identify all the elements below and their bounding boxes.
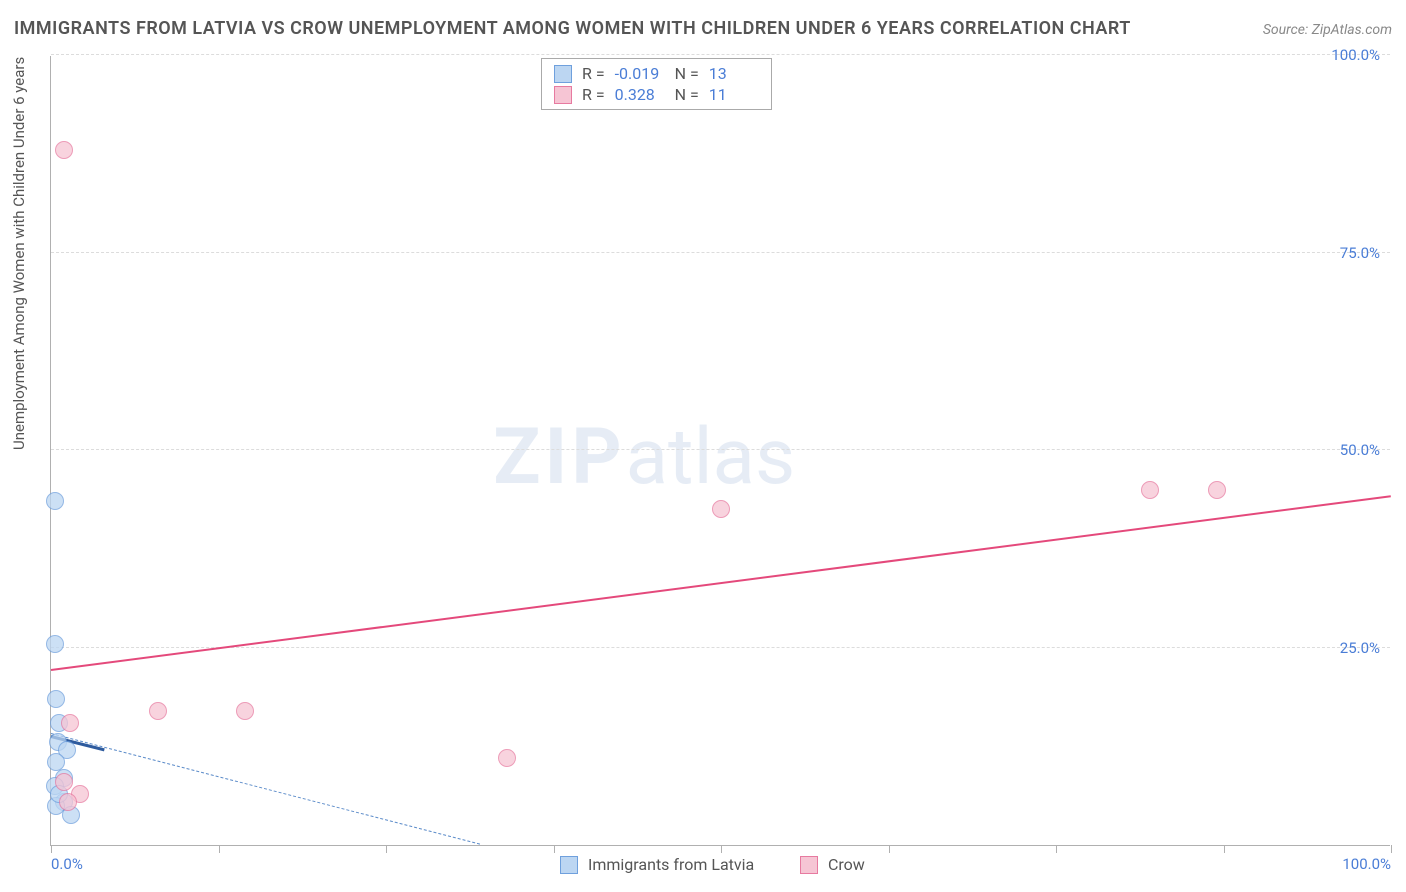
n-label: N = bbox=[675, 85, 699, 104]
data-point bbox=[55, 773, 73, 791]
y-tick-label: 50.0% bbox=[1340, 441, 1380, 459]
gridline bbox=[51, 647, 1390, 648]
n-value: 11 bbox=[709, 85, 759, 104]
legend-row: R = 0.328 N = 11 bbox=[554, 84, 759, 105]
x-tick bbox=[51, 845, 52, 853]
x-tick bbox=[554, 845, 555, 853]
x-tick-label: 0.0% bbox=[51, 855, 83, 873]
trend-line bbox=[51, 733, 480, 845]
x-tick bbox=[219, 845, 220, 853]
legend-label: Immigrants from Latvia bbox=[588, 855, 754, 874]
x-tick-label: 100.0% bbox=[1342, 855, 1391, 873]
trend-line bbox=[51, 495, 1391, 671]
plot-area: ZIPatlas R = -0.019 N = 13 R = 0.328 N = 11… bbox=[50, 56, 1390, 846]
y-axis-label: Unemployment Among Women with Children U… bbox=[10, 57, 28, 450]
data-point bbox=[46, 635, 64, 653]
r-value: 0.328 bbox=[615, 85, 665, 104]
x-tick bbox=[1391, 845, 1392, 853]
watermark: ZIPatlas bbox=[493, 412, 795, 503]
x-tick bbox=[386, 845, 387, 853]
gridline bbox=[51, 54, 1390, 55]
legend-correlation: R = -0.019 N = 13 R = 0.328 N = 11 bbox=[541, 58, 772, 110]
data-point bbox=[1141, 481, 1159, 499]
data-point bbox=[498, 749, 516, 767]
x-tick bbox=[1056, 845, 1057, 853]
data-point bbox=[236, 702, 254, 720]
watermark-atlas: atlas bbox=[626, 412, 796, 503]
data-point bbox=[149, 702, 167, 720]
gridline bbox=[51, 252, 1390, 253]
legend-swatch bbox=[560, 856, 578, 874]
chart-title: IMMIGRANTS FROM LATVIA VS CROW UNEMPLOYM… bbox=[14, 18, 1131, 39]
y-tick-label: 25.0% bbox=[1340, 639, 1380, 657]
gridline bbox=[51, 449, 1390, 450]
data-point bbox=[46, 492, 64, 510]
data-point bbox=[1208, 481, 1226, 499]
y-tick-label: 75.0% bbox=[1340, 244, 1380, 262]
x-tick bbox=[1224, 845, 1225, 853]
n-value: 13 bbox=[709, 64, 759, 83]
x-tick bbox=[721, 845, 722, 853]
legend-label: Crow bbox=[828, 855, 865, 874]
legend-row: R = -0.019 N = 13 bbox=[554, 63, 759, 84]
r-label: R = bbox=[582, 85, 605, 104]
data-point bbox=[47, 690, 65, 708]
legend-item: Immigrants from Latvia bbox=[560, 855, 754, 874]
legend-swatch bbox=[800, 856, 818, 874]
legend-swatch bbox=[554, 65, 572, 83]
r-label: R = bbox=[582, 64, 605, 83]
y-tick-label: 100.0% bbox=[1331, 46, 1380, 64]
n-label: N = bbox=[675, 64, 699, 83]
data-point bbox=[712, 500, 730, 518]
title-bar: IMMIGRANTS FROM LATVIA VS CROW UNEMPLOYM… bbox=[14, 18, 1392, 39]
legend-item: Crow bbox=[800, 855, 865, 874]
x-tick bbox=[889, 845, 890, 853]
watermark-zip: ZIP bbox=[493, 412, 625, 503]
data-point bbox=[55, 141, 73, 159]
source-attribution: Source: ZipAtlas.com bbox=[1263, 22, 1392, 38]
data-point bbox=[61, 714, 79, 732]
r-value: -0.019 bbox=[615, 64, 665, 83]
data-point bbox=[59, 793, 77, 811]
legend-swatch bbox=[554, 86, 572, 104]
